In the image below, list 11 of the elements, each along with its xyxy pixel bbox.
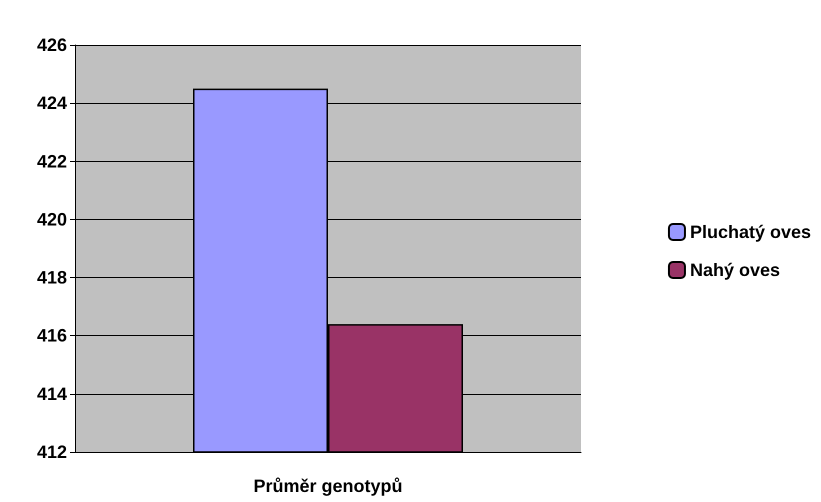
y-tick-label: 416	[36, 326, 67, 346]
x-axis-title: Průměr genotypů	[253, 476, 403, 496]
y-tick-label: 412	[36, 442, 67, 462]
y-tick-label: 420	[36, 209, 67, 230]
legend-label: Pluchatý oves	[690, 222, 812, 242]
y-tick-label: 418	[36, 268, 67, 288]
y-tick-label: 426	[36, 35, 67, 55]
y-tick-label: 414	[36, 384, 67, 404]
y-tick-label: 422	[36, 151, 67, 172]
legend-label: Nahý oves	[690, 260, 780, 280]
y-tick-label: 424	[36, 93, 67, 114]
